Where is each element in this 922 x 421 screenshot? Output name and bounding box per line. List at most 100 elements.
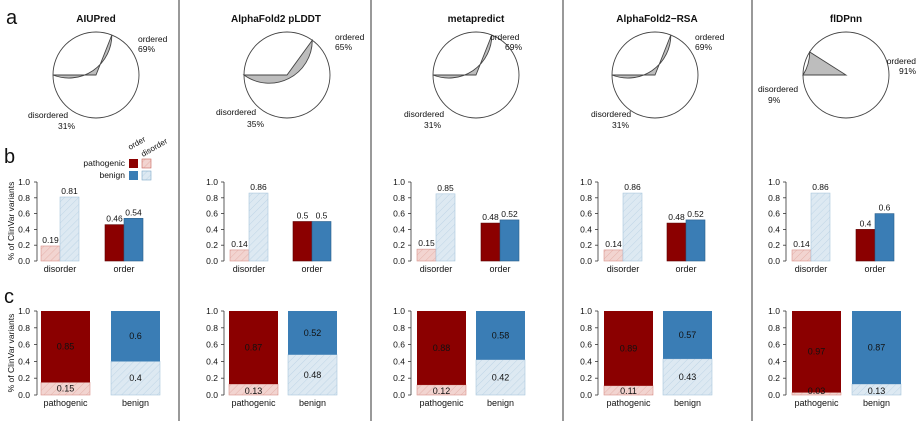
y-tick-label-c: 0.0 bbox=[768, 390, 780, 400]
y-tick-label-c: 1.0 bbox=[393, 306, 405, 316]
x-category-label: pathogenic bbox=[419, 398, 464, 408]
y-tick-label-c: 0.6 bbox=[18, 340, 30, 350]
pie-label-disordered: disordered bbox=[28, 110, 68, 120]
stacked-value-label-order: 0.58 bbox=[492, 330, 510, 340]
bar-value-label: 0.5 bbox=[316, 211, 328, 221]
y-tick-label-b: 0.0 bbox=[580, 256, 592, 266]
pie-pct-disordered: 31% bbox=[424, 120, 441, 130]
pie-label-ordered: ordered bbox=[887, 56, 917, 66]
y-tick-label-b: 0.6 bbox=[580, 209, 592, 219]
pie-pct-ordered: 69% bbox=[505, 42, 522, 52]
y-tick-label-c: 1.0 bbox=[18, 306, 30, 316]
y-tick-label-c: 1.0 bbox=[768, 306, 780, 316]
y-tick-label-b: 0.8 bbox=[393, 193, 405, 203]
bar-benign-order bbox=[499, 219, 520, 262]
bar-benign-order bbox=[874, 213, 895, 262]
y-tick-label-b: 0.0 bbox=[18, 256, 30, 266]
bar-pathogenic-order bbox=[480, 222, 501, 262]
x-category-label: pathogenic bbox=[606, 398, 651, 408]
y-tick-label-c: 0.2 bbox=[206, 373, 218, 383]
stacked-bar-order-benign bbox=[663, 311, 712, 359]
stacked-bar-order-pathogenic bbox=[792, 311, 841, 393]
y-tick-label-b: 1.0 bbox=[580, 177, 592, 187]
y-tick-label-c: 0.8 bbox=[18, 323, 30, 333]
bar-benign-disorder bbox=[248, 192, 269, 262]
stacked-value-label-order: 0.97 bbox=[808, 347, 826, 357]
y-axis-title-c: % of ClinVar variants bbox=[6, 314, 16, 393]
bar-value-label: 0.81 bbox=[61, 186, 78, 196]
stacked-bar-disorder-benign bbox=[287, 354, 338, 396]
y-tick-label-c: 1.0 bbox=[206, 306, 218, 316]
bar-value-label: 0.19 bbox=[42, 235, 59, 245]
stacked-value-label-disorder: 0.11 bbox=[620, 386, 637, 396]
bar-value-label: 0.14 bbox=[231, 239, 248, 249]
y-tick-label-c: 0.2 bbox=[393, 373, 405, 383]
panel-letter-b: b bbox=[4, 146, 15, 168]
x-category-label: disorder bbox=[607, 264, 640, 274]
y-tick-label-b: 0.0 bbox=[393, 256, 405, 266]
bar-value-label: 0.54 bbox=[125, 207, 142, 217]
pie-slice-disordered bbox=[432, 34, 493, 79]
stacked-value-label-disorder: 0.15 bbox=[57, 384, 75, 394]
x-category-label: pathogenic bbox=[794, 398, 839, 408]
pie-label-ordered: ordered bbox=[138, 34, 168, 44]
x-category-label: order bbox=[301, 264, 322, 274]
stacked-bar-order-pathogenic bbox=[41, 311, 90, 383]
y-tick-label-c: 0.0 bbox=[18, 390, 30, 400]
pie-pct-disordered: 31% bbox=[612, 120, 629, 130]
x-category-label: benign bbox=[863, 398, 890, 408]
y-tick-label-c: 0.0 bbox=[393, 390, 405, 400]
bar-pathogenic-disorder bbox=[416, 248, 437, 262]
bar-pathogenic-disorder bbox=[791, 249, 812, 262]
y-tick-label-c: 0.8 bbox=[580, 323, 592, 333]
stacked-bar-disorder-benign bbox=[110, 361, 161, 396]
stacked-bar-disorder-pathogenic bbox=[416, 384, 467, 396]
bar-benign-order bbox=[311, 221, 332, 262]
stacked-value-label-disorder: 0.12 bbox=[433, 386, 451, 396]
y-tick-label-b: 0.0 bbox=[768, 256, 780, 266]
bar-pathogenic-disorder bbox=[603, 249, 624, 262]
y-tick-label-c: 0.6 bbox=[768, 340, 780, 350]
bar-value-label: 0.86 bbox=[624, 182, 641, 192]
bar-value-label: 0.6 bbox=[879, 203, 891, 213]
stacked-value-label-disorder: 0.03 bbox=[808, 386, 826, 396]
stacked-bar-order-benign bbox=[852, 311, 901, 385]
bar-value-label: 0.86 bbox=[250, 182, 267, 192]
legend-swatch-pathogenic-disorder bbox=[141, 158, 152, 169]
bar-benign-order bbox=[685, 219, 706, 262]
legend-row-pathogenic: pathogenic bbox=[83, 158, 125, 168]
y-tick-label-b: 0.6 bbox=[393, 209, 405, 219]
pie-title: flDPnn bbox=[830, 14, 862, 25]
bar-value-label: 0.48 bbox=[668, 212, 685, 222]
y-tick-label-b: 0.8 bbox=[206, 193, 218, 203]
pie-slice-disordered bbox=[611, 34, 672, 79]
pie-label-ordered: ordered bbox=[490, 32, 520, 42]
stacked-value-label-order: 0.85 bbox=[57, 342, 75, 352]
bar-pathogenic-order bbox=[292, 221, 313, 262]
bar-value-label: 0.52 bbox=[687, 209, 704, 219]
charts: AIUPredordered69%disordered31%AlphaFold2… bbox=[18, 14, 916, 408]
legend-swatch-pathogenic-order bbox=[129, 159, 138, 168]
bar-value-label: 0.52 bbox=[501, 209, 518, 219]
y-tick-label-c: 0.6 bbox=[393, 340, 405, 350]
y-tick-label-b: 0.8 bbox=[18, 193, 30, 203]
x-category-label: disorder bbox=[420, 264, 453, 274]
pie-title: AlphaFold2 pLDDT bbox=[231, 14, 321, 25]
y-tick-label-c: 0.0 bbox=[580, 390, 592, 400]
x-category-label: disorder bbox=[233, 264, 266, 274]
y-tick-label-c: 0.4 bbox=[393, 356, 405, 366]
y-tick-label-c: 0.8 bbox=[768, 323, 780, 333]
legend-swatch-benign-disorder bbox=[141, 170, 152, 181]
x-category-label: benign bbox=[122, 398, 149, 408]
stacked-value-label-disorder: 0.43 bbox=[679, 372, 697, 382]
y-tick-label-c: 0.4 bbox=[206, 356, 218, 366]
y-tick-label-b: 0.8 bbox=[768, 193, 780, 203]
y-tick-label-c: 0.2 bbox=[18, 373, 30, 383]
bar-pathogenic-order bbox=[855, 229, 876, 262]
y-tick-label-c: 0.4 bbox=[768, 356, 780, 366]
bar-value-label: 0.14 bbox=[793, 239, 810, 249]
x-category-label: benign bbox=[299, 398, 326, 408]
pie-label-disordered: disordered bbox=[216, 107, 256, 117]
stacked-bar-order-pathogenic bbox=[417, 311, 466, 385]
